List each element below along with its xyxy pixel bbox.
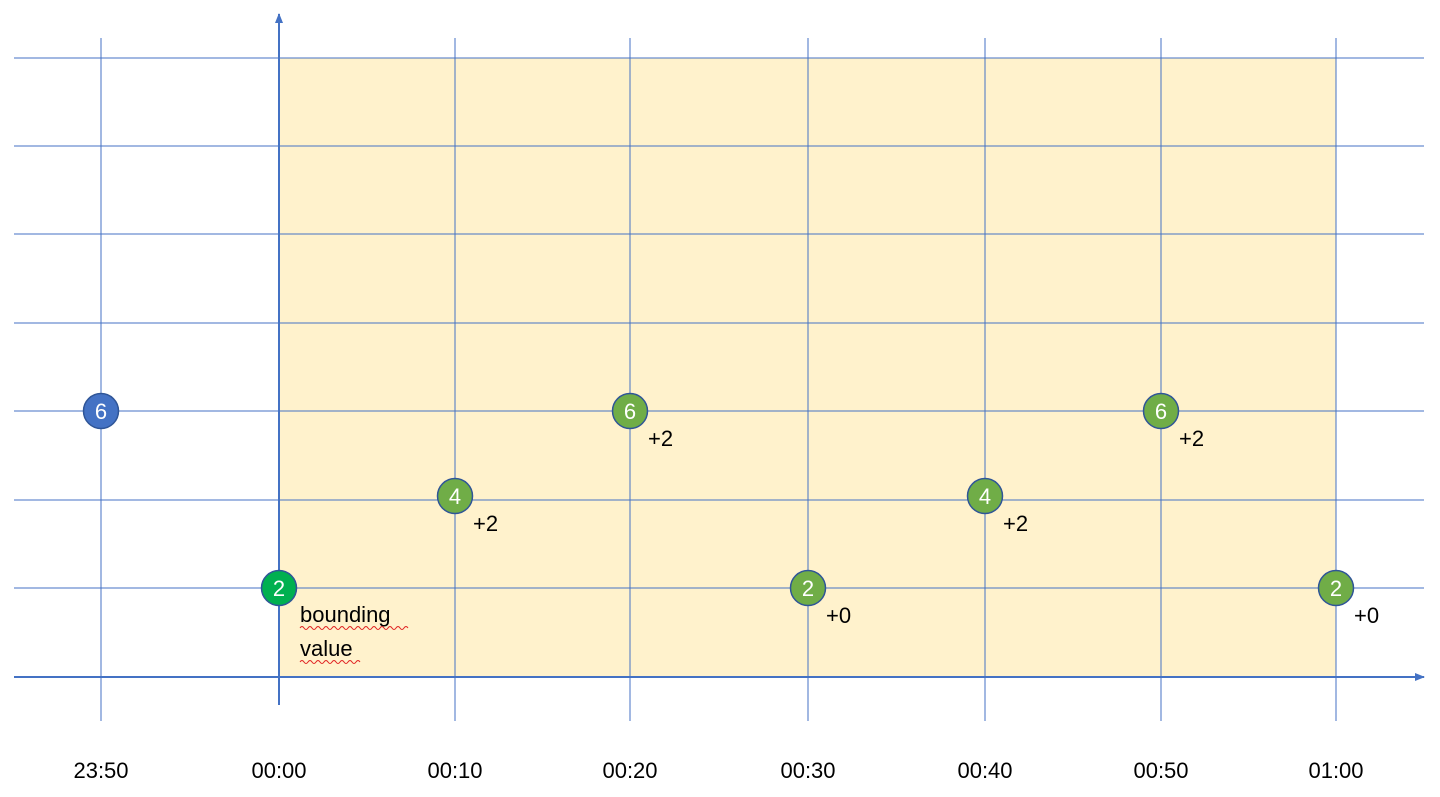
- x-tick-label: 00:40: [957, 758, 1012, 783]
- bounding-value-annotation: bounding value: [299, 602, 409, 664]
- data-point-marker: [1142, 392, 1180, 430]
- data-point-inside: 2 +0: [1317, 569, 1379, 628]
- x-tick-label: 00:30: [780, 758, 835, 783]
- x-tick-label: 00:10: [427, 758, 482, 783]
- data-point-inside: 6 +2: [1142, 392, 1204, 451]
- data-point-value: 4: [449, 484, 461, 509]
- data-point-delta: +0: [1354, 603, 1379, 628]
- x-tick-label: 00:50: [1133, 758, 1188, 783]
- data-point-value: 6: [1155, 399, 1167, 424]
- data-point-inside: 2 +0: [789, 569, 851, 628]
- data-point-delta: +2: [648, 426, 673, 451]
- annotation-line-2: value: [300, 636, 353, 661]
- spellcheck-underline-2: [299, 660, 361, 664]
- data-point-marker: [611, 392, 649, 430]
- data-point-marker: [436, 477, 474, 515]
- data-point-marker: [82, 392, 120, 430]
- data-point-marker: [260, 569, 298, 607]
- annotation-line-1: bounding: [300, 602, 391, 627]
- data-point-value: 4: [979, 484, 991, 509]
- x-tick-label: 23:50: [73, 758, 128, 783]
- tick-labels: 23:50 00:00 00:10 00:20 00:30 00:40 00:50 01:00: [73, 758, 1363, 783]
- x-tick-label: 01:00: [1308, 758, 1363, 783]
- data-point-value: 2: [1330, 576, 1342, 601]
- data-point-value: 6: [95, 399, 107, 424]
- data-point-marker: [966, 477, 1004, 515]
- data-point-marker: [789, 569, 827, 607]
- data-point-inside: 4 +2: [966, 477, 1028, 536]
- data-points: 6 2 4 +2 6 +2 2 +0 4 +2 6 +2 2 +0: [82, 392, 1379, 628]
- data-point-marker: [1317, 569, 1355, 607]
- horizontal-grid: [14, 57, 1424, 589]
- data-point-value: 6: [624, 399, 636, 424]
- data-point-outside: 6: [82, 392, 120, 430]
- spellcheck-underline-1: [299, 626, 409, 630]
- data-point-delta: +0: [826, 603, 851, 628]
- data-point-delta: +2: [1003, 511, 1028, 536]
- data-point-delta: +2: [1179, 426, 1204, 451]
- x-tick-label: 00:20: [602, 758, 657, 783]
- x-tick-label: 00:00: [251, 758, 306, 783]
- data-point-inside: 4 +2: [436, 477, 498, 536]
- data-point-bounding: 2: [260, 569, 298, 607]
- data-point-value: 2: [802, 576, 814, 601]
- data-point-delta: +2: [473, 511, 498, 536]
- data-point-inside: 6 +2: [611, 392, 673, 451]
- data-point-value: 2: [273, 576, 285, 601]
